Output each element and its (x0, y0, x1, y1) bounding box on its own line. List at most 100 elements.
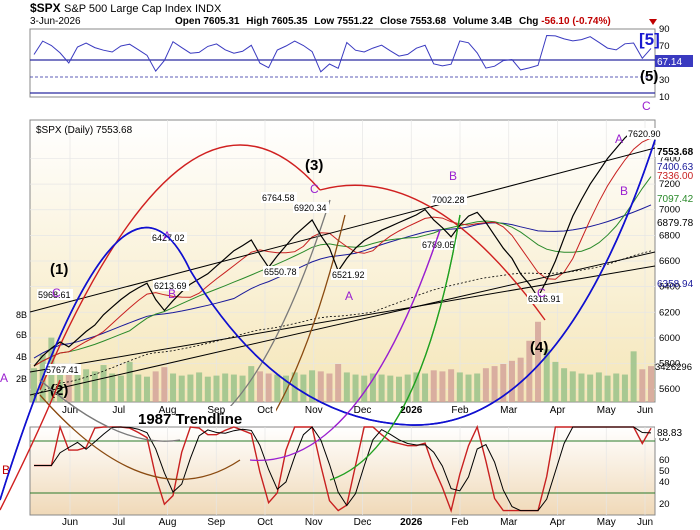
wave-a-2: A (345, 289, 353, 303)
bottom-tick-60: 60 (659, 455, 670, 466)
x-tick-upper-4: Oct (257, 405, 273, 416)
x-tick-upper-1: Jul (112, 405, 125, 416)
wave-5-major: [5] (639, 30, 660, 49)
x-tick-upper-2: Aug (159, 405, 177, 416)
top-tick-70: 70 (659, 41, 670, 52)
x-tick-lower-12: Jun (637, 517, 653, 528)
top-tick-30: 30 (659, 75, 670, 86)
price-tick-7000: 7000 (659, 205, 680, 216)
wave-c-1: C (52, 286, 61, 300)
x-tick-lower-2: Aug (159, 517, 177, 528)
x-tick-lower-0: Jun (62, 517, 78, 528)
annot-7002: 7002.28 (432, 195, 465, 205)
volume-bar (230, 374, 237, 402)
volume-bar (100, 365, 107, 402)
vol-tick-2b: 2B (16, 374, 27, 384)
volume-bar (648, 366, 654, 402)
x-tick-lower-9: Mar (500, 517, 518, 528)
red-cycle-arc-right (319, 184, 546, 321)
top-tick-90: 90 (659, 24, 670, 35)
price-label-2: 7336.00 (657, 171, 694, 182)
trendline-label-box (133, 406, 276, 430)
wave-c-2: C (310, 182, 319, 196)
trendline-1987 (29, 251, 656, 396)
red-arc-overlay (0, 379, 61, 511)
volume-bar (117, 375, 124, 402)
vol-tick-6b: 6B (16, 330, 27, 340)
volume-bar (413, 372, 420, 402)
x-tick-lower-6: Dec (354, 517, 372, 528)
volume-bar (595, 372, 602, 402)
volume-bar (352, 374, 359, 402)
volume-bar (439, 371, 446, 402)
red-cycle-arc-left (39, 144, 321, 391)
wave-a-left: A (0, 371, 8, 385)
wave-labels: (1) (2) (3) (4) (5) [5] C B A C A B C A … (0, 30, 660, 477)
price-label-4: 6879.78 (657, 218, 694, 229)
volume-bar (448, 369, 455, 402)
annot-7620: 7620.90 (628, 129, 661, 139)
wave-5: (5) (640, 68, 658, 85)
bottom-tick-20: 20 (659, 499, 670, 510)
wave-3: (3) (305, 157, 323, 174)
wave-c-top: C (642, 99, 651, 113)
annot-6920: 6920.34 (294, 203, 327, 213)
brown-arc-overlay (39, 394, 241, 481)
gray-arc-overlay (39, 379, 181, 442)
chart-date: 3-Jun-2026 (30, 16, 81, 27)
x-tick-upper-8: Feb (451, 405, 469, 416)
volume-bars (31, 321, 654, 402)
annot-6316: 6316.91 (528, 294, 561, 304)
wave-b-3: B (620, 184, 628, 198)
x-tick-upper-0: Jun (62, 405, 78, 416)
price-label-close: 7553.68 (657, 147, 694, 158)
volume-bar (369, 373, 376, 402)
wave-4: (4) (530, 339, 548, 356)
top-last-value: 67.14 (657, 57, 682, 68)
x-tick-upper-11: May (597, 405, 616, 416)
volume-bar (256, 371, 263, 402)
volume-bar (143, 376, 150, 402)
volume-bar (178, 375, 185, 402)
ma-green-line (33, 176, 652, 367)
volume-bar (508, 360, 515, 402)
x-tick-lower-1: Jul (112, 517, 125, 528)
volume-bar (535, 321, 542, 402)
x-tick-lower-10: Apr (550, 517, 566, 528)
volume-bar (109, 373, 116, 402)
volume-bar (578, 373, 585, 402)
annot-5968: 5968.61 (38, 290, 71, 300)
volume-bar (204, 376, 211, 402)
price-tick-7400: 7400 (659, 153, 680, 164)
bottom-last-value-box (655, 426, 692, 438)
volume-last-label: 3426296 (655, 362, 692, 373)
trendline-label: 1987 Trendline (138, 411, 242, 428)
annot-6764: 6764.58 (262, 193, 295, 203)
volume-bar (526, 340, 533, 402)
volume-bar (274, 374, 281, 402)
volume-bar (465, 374, 472, 402)
price-label-3: 7097.42 (657, 194, 694, 205)
volume-bar (170, 373, 177, 402)
price-tick-6400: 6400 (659, 282, 680, 293)
price-tick-6800: 6800 (659, 230, 680, 241)
price-line (33, 129, 652, 367)
volume-bar (621, 374, 628, 402)
top-indicator-line (33, 34, 652, 73)
ticker-title: $SPX S&P 500 Large Cap Index INDX (30, 1, 222, 15)
volume-bar (265, 373, 272, 402)
close-label-box (655, 145, 700, 157)
x-tick-lower-5: Nov (305, 517, 323, 528)
volume-bar (552, 361, 559, 402)
volume-bar (248, 366, 255, 402)
top-last-value-box (655, 55, 693, 67)
volume-bar (569, 371, 576, 402)
x-tick-upper-7: 2026 (400, 405, 423, 416)
volume-bar (404, 374, 411, 402)
price-tick-6200: 6200 (659, 307, 680, 318)
volume-bar (500, 364, 507, 402)
x-axis-upper: Jun Jul Aug Sep Oct Nov Dec 2026 Feb Mar Apr May Jun (62, 405, 653, 416)
